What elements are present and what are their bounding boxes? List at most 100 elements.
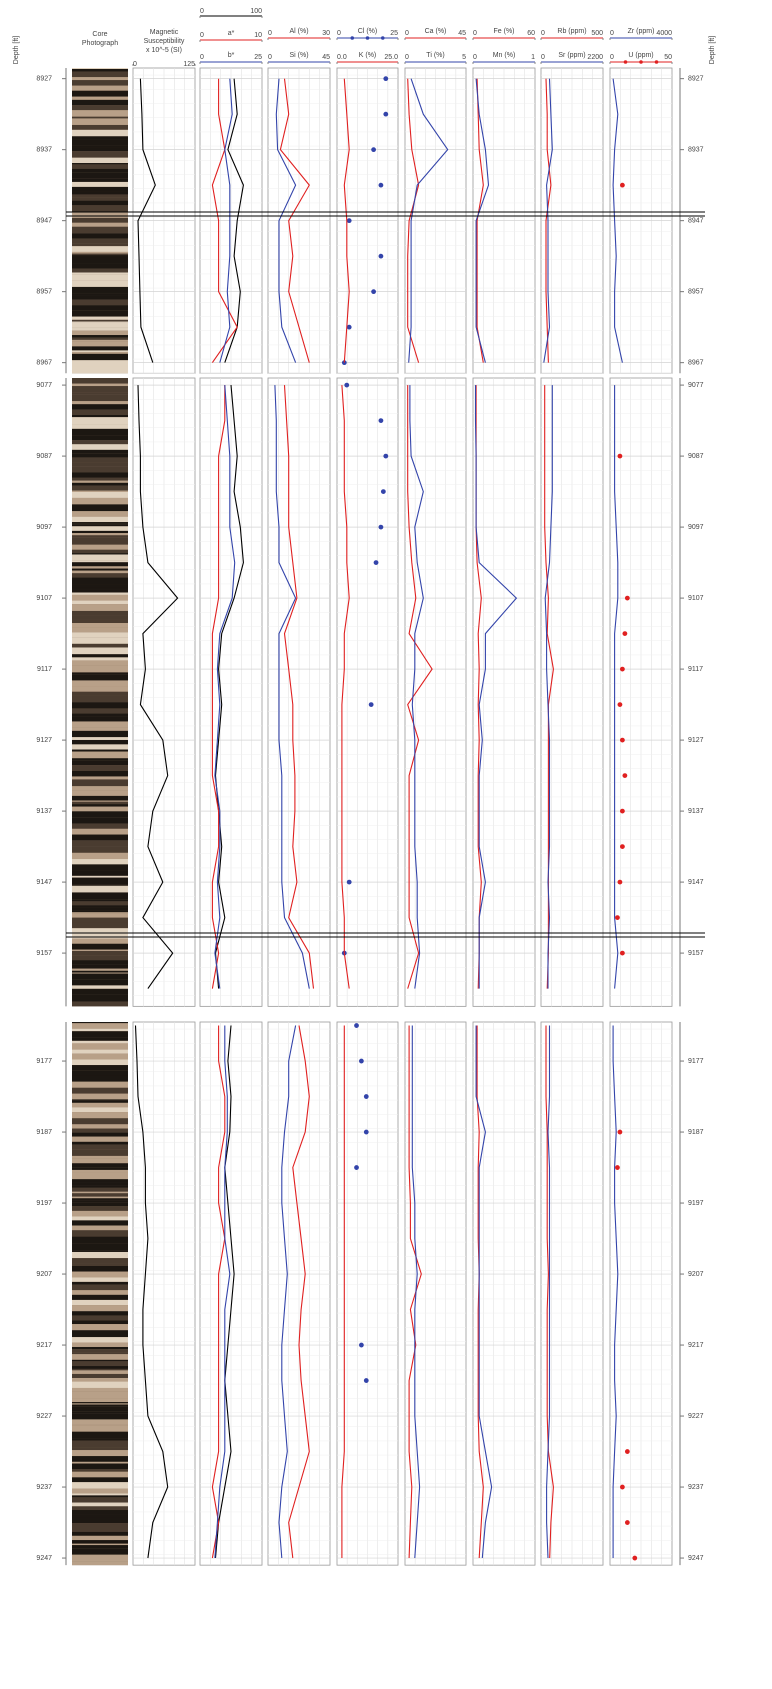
- core-photo-band: [72, 804, 128, 807]
- core-photo-band: [72, 549, 128, 554]
- series-name: Cl (%): [358, 28, 377, 35]
- core-photo-band: [72, 1482, 128, 1489]
- core-photo-band: [72, 263, 128, 269]
- data-point: [620, 808, 625, 814]
- legend-marker: [380, 36, 385, 40]
- depth-tick-label: 9187: [688, 1129, 704, 1136]
- data-point: [363, 1094, 369, 1099]
- depth-tick-label: 8967: [36, 359, 52, 366]
- core-photo-band: [72, 1281, 128, 1285]
- core-photo-band: [72, 145, 128, 148]
- series-name: Sr (ppm): [558, 52, 585, 59]
- core-photo-band: [72, 151, 128, 158]
- core-photo-band: [72, 1230, 128, 1237]
- core-photo-band: [72, 1100, 128, 1103]
- core-photo-band: [72, 504, 128, 512]
- core-photo-band: [72, 409, 128, 415]
- core-photo-band: [72, 672, 128, 675]
- depth-tick-label: 9177: [688, 1058, 704, 1065]
- core-photo-band: [72, 1440, 128, 1448]
- track-title: Magnetic: [150, 29, 179, 36]
- core-photo-band: [72, 1031, 128, 1038]
- core-photo-band: [72, 1059, 128, 1066]
- core-photo-band: [72, 713, 128, 717]
- core-photo-band: [72, 913, 128, 918]
- core-photo-band: [72, 168, 128, 173]
- x-tick-label: 25.0: [384, 54, 398, 61]
- core-photo-band: [72, 1179, 128, 1183]
- core-photo-band: [72, 1099, 128, 1101]
- core-photo-band: [72, 1236, 128, 1244]
- depth-tick-label: 9097: [36, 524, 52, 531]
- core-photo-band: [72, 526, 128, 531]
- core-photo-band: [72, 1250, 128, 1252]
- log-curve: [341, 1025, 345, 1558]
- core-photo-band: [72, 901, 128, 906]
- core-photo-band: [72, 1554, 128, 1562]
- x-tick-label: 0: [610, 54, 614, 61]
- core-photo-band: [72, 566, 128, 569]
- log-curve: [475, 1025, 493, 1559]
- data-point: [624, 1449, 630, 1454]
- core-photo-band: [72, 1497, 128, 1503]
- core-photo-band: [72, 917, 128, 923]
- core-photo-band: [72, 1477, 128, 1483]
- core-photo-band: [72, 1463, 128, 1470]
- log-curve: [543, 78, 553, 363]
- core-photo-band: [72, 740, 128, 745]
- core-photo-band: [72, 1167, 128, 1170]
- log-curve: [211, 1025, 226, 1559]
- core-photo-band: [72, 90, 128, 97]
- series-name: Ti (%): [426, 52, 444, 59]
- core-photo-band: [72, 1120, 128, 1125]
- core-photo-band: [72, 823, 128, 829]
- depth-tick-label: 8927: [36, 75, 52, 82]
- x-tick-label: 0.0: [337, 54, 347, 61]
- core-photo-band: [72, 1419, 128, 1425]
- core-photo-band: [72, 197, 128, 201]
- core-photo-band: [72, 238, 128, 244]
- core-photo-band: [72, 222, 128, 227]
- x-tick-label: 30: [322, 30, 330, 37]
- depth-axis-label: Depth [ft]: [13, 36, 20, 64]
- data-point: [359, 1342, 364, 1348]
- core-photo-band: [72, 1488, 128, 1494]
- log-curve: [137, 78, 156, 363]
- core-photo-band: [72, 970, 128, 973]
- data-point: [371, 147, 376, 153]
- core-photo-band: [72, 600, 128, 605]
- core-photo-band: [72, 485, 128, 491]
- core-photo-band: [72, 1198, 128, 1201]
- log-curve: [224, 78, 244, 363]
- core-photo-band: [72, 105, 128, 111]
- core-photo-band: [72, 211, 128, 218]
- data-point: [624, 595, 630, 601]
- track-title: Photograph: [82, 40, 118, 47]
- core-photo-band: [72, 1136, 128, 1142]
- core-photo-band: [72, 1514, 128, 1518]
- data-point: [620, 950, 625, 956]
- log-curve: [214, 1025, 231, 1559]
- core-photo-band: [72, 457, 128, 463]
- core-photo-band: [72, 907, 128, 911]
- data-point: [368, 702, 374, 707]
- data-point: [632, 1555, 638, 1561]
- core-photo-band: [72, 453, 128, 458]
- x-tick-label: 0: [268, 54, 272, 61]
- core-photo-band: [72, 392, 128, 395]
- core-photo-band: [72, 522, 128, 524]
- core-photo-band: [72, 535, 128, 538]
- core-photo-band: [72, 497, 128, 505]
- core-photo-band: [72, 1320, 128, 1325]
- log-curve: [283, 385, 315, 989]
- core-photo-band: [72, 1163, 128, 1168]
- data-point: [620, 666, 625, 672]
- core-photo-band: [72, 627, 128, 633]
- core-photo-band: [72, 1040, 128, 1044]
- data-point: [620, 1484, 625, 1490]
- x-tick-label: 50: [664, 54, 672, 61]
- data-point: [363, 1378, 369, 1383]
- core-photo-band: [72, 1081, 128, 1088]
- core-photo-band: [72, 1128, 128, 1133]
- core-photo-band: [72, 1210, 128, 1217]
